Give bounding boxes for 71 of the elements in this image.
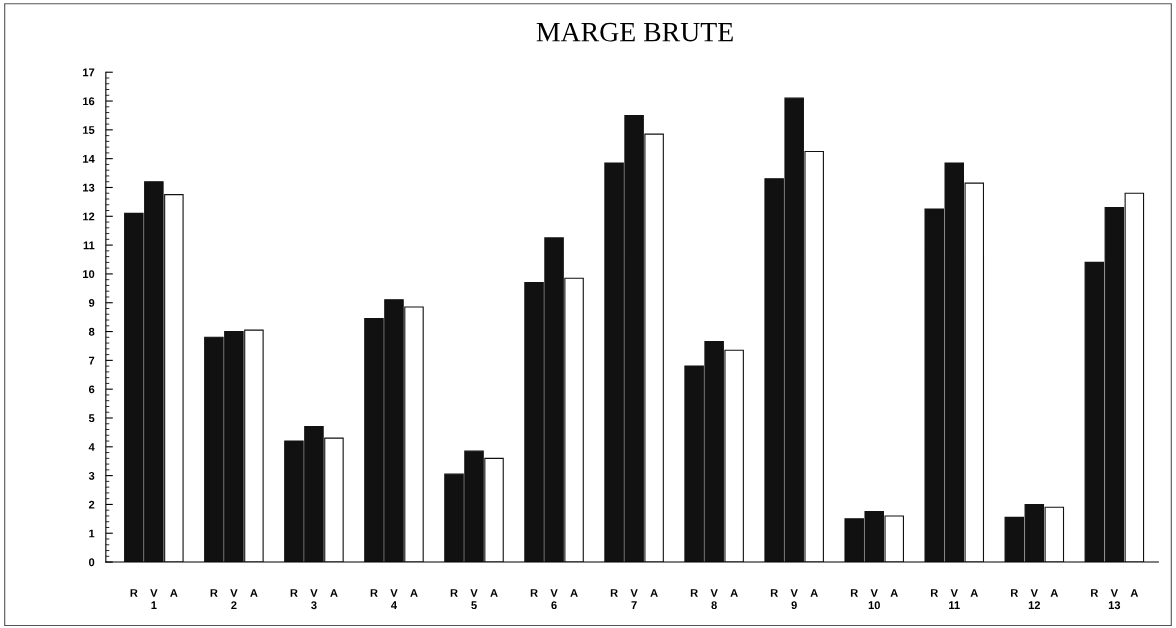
text: V — [550, 589, 558, 597]
text: R — [930, 589, 939, 597]
text: A — [890, 589, 898, 597]
x-tick-label: 6 — [551, 601, 557, 610]
text: V — [1110, 589, 1118, 597]
text: A — [570, 589, 578, 597]
text: V — [1030, 589, 1038, 597]
text: A — [650, 589, 658, 597]
x-tick-label: 8 — [711, 601, 717, 610]
text: A — [170, 589, 178, 597]
text: V — [710, 589, 718, 597]
x-tick-label: 9 — [791, 601, 797, 610]
x-tick-label: 13 — [1108, 601, 1121, 610]
x-tick-label: 4 — [391, 601, 398, 609]
x-tick-label: 12 — [1028, 601, 1041, 609]
text: R — [130, 589, 138, 597]
text: R — [210, 589, 218, 597]
text: V — [150, 589, 158, 597]
text: R — [850, 589, 858, 597]
y-tick-label: 10 — [83, 270, 95, 279]
x-tick-label: 2 — [231, 601, 237, 609]
y-tick-label: 3 — [88, 471, 95, 480]
y-tick-label: 17 — [83, 68, 95, 77]
text: A — [970, 589, 978, 597]
y-tick-label: 14 — [83, 155, 95, 163]
text: V — [310, 589, 318, 597]
y-tick-label: 4 — [88, 443, 95, 451]
y-tick-label: 2 — [88, 500, 95, 509]
text: R — [530, 589, 538, 597]
text: A — [250, 589, 258, 597]
x-tick-label: 11 — [949, 601, 960, 609]
text: V — [630, 589, 638, 597]
text: V — [870, 589, 878, 597]
text: R — [370, 589, 378, 597]
chart-title: MARGE BRUTE — [536, 22, 733, 42]
y-tick-label: 13 — [83, 183, 95, 192]
y-tick-label: 5 — [88, 414, 95, 423]
text: A — [1050, 589, 1059, 597]
text: R — [690, 589, 698, 597]
x-tick-label: 1 — [151, 601, 157, 609]
y-tick-label: 12 — [83, 212, 95, 221]
y-tick-label: 0 — [88, 558, 95, 567]
text: V — [230, 589, 238, 597]
text: A — [730, 589, 738, 597]
text: A — [1130, 589, 1139, 597]
text: V — [790, 589, 798, 597]
text: R — [770, 589, 778, 597]
y-tick-label: 11 — [83, 241, 95, 250]
text: V — [470, 589, 478, 597]
y-tick-label: 9 — [88, 299, 95, 307]
y-tick-label: 8 — [88, 327, 95, 336]
text: R — [610, 589, 618, 597]
text: A — [330, 589, 338, 597]
text: A — [810, 589, 818, 597]
x-tick-label: 7 — [631, 601, 637, 609]
y-tick-label: 16 — [83, 97, 95, 106]
text: A — [490, 589, 498, 597]
x-tick-label: 10 — [868, 601, 880, 610]
x-tick-label: 3 — [311, 601, 317, 610]
text: R — [450, 589, 458, 597]
text: A — [410, 589, 418, 597]
x-tick-label: 5 — [471, 601, 477, 610]
y-tick-label: 6 — [88, 385, 95, 394]
y-tick-label: 1 — [89, 529, 95, 538]
y-tick-label: 7 — [89, 356, 95, 365]
text: R — [1011, 589, 1019, 597]
text: V — [390, 589, 398, 597]
text: R — [290, 589, 298, 597]
y-tick-label: 15 — [83, 126, 95, 134]
text: R — [1091, 589, 1099, 597]
text: V — [950, 589, 958, 597]
